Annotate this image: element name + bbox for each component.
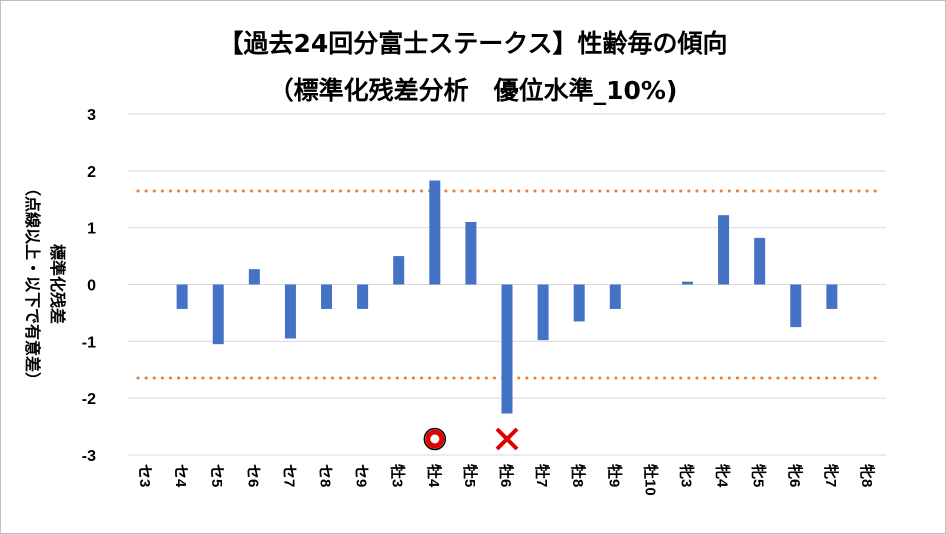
x-tick-label: 牝5 — [750, 464, 768, 487]
y-tick-label: 1 — [87, 221, 96, 238]
bar — [248, 269, 260, 285]
x-tick-label: 牝4 — [714, 464, 732, 488]
threshold-lines — [136, 189, 880, 380]
bar — [284, 284, 296, 339]
x-tick-label: 牡9 — [605, 464, 623, 487]
bar — [501, 284, 513, 414]
x-tick-label: 牝8 — [858, 464, 876, 487]
x-tick-label: セ8 — [317, 464, 334, 487]
y-axis-title: 標準化残差 — [48, 244, 67, 324]
x-tick-label: 牡6 — [497, 464, 515, 487]
x-tick-label: 牡10 — [641, 464, 659, 496]
x-tick-label: セ9 — [353, 464, 370, 487]
bar — [718, 215, 730, 285]
chart-title: 【過去24回分富士ステークス】性齢毎の傾向 — [218, 29, 727, 58]
x-tick-label: セ5 — [208, 464, 225, 487]
x-tick-label: 牝6 — [786, 464, 804, 487]
circle-marker-ring — [425, 429, 445, 449]
x-tick-label: 牝3 — [677, 464, 695, 487]
x-tick-label: 牡3 — [389, 464, 407, 487]
y-tick-label: -3 — [82, 448, 96, 465]
markers — [423, 427, 519, 451]
y-tick-label: 0 — [87, 278, 96, 295]
y-axis-note: （点線以上・以下で有意差） — [23, 180, 42, 388]
x-tick-label: 牝7 — [822, 464, 840, 487]
x-tick-label: セ7 — [280, 464, 297, 487]
cross-marker — [495, 427, 519, 451]
bar — [790, 284, 802, 328]
x-tick-label: セ4 — [172, 464, 189, 488]
bar — [573, 284, 585, 322]
bars — [140, 180, 874, 414]
y-tick-label: -2 — [82, 391, 96, 408]
bar — [465, 221, 477, 285]
y-axis-label: 標準化残差 （点線以上・以下で有意差） — [23, 180, 67, 388]
bar — [609, 284, 621, 309]
y-tick-label: 2 — [87, 164, 96, 181]
bar — [429, 180, 441, 285]
y-tick-label: -1 — [82, 334, 96, 351]
bar — [321, 284, 333, 309]
x-axis-categories: セ3 セ4 セ5 セ6 セ7 セ8 セ9 牡3 牡4 牡5 牡6 牡7 牡8 牡9 牡10 牝3 牝4 牝5 牝6 牝… — [136, 464, 876, 496]
x-tick-label: 牡5 — [461, 464, 479, 487]
x-tick-label: セ3 — [136, 464, 153, 487]
bar — [357, 284, 369, 309]
x-tick-label: 牡7 — [533, 464, 551, 487]
y-tick-label: 3 — [87, 107, 96, 124]
bar — [826, 284, 838, 309]
chart-subtitle: （標準化残差分析 優位水準_10%) — [269, 76, 678, 105]
x-tick-label: 牡8 — [569, 464, 587, 487]
bar — [212, 284, 224, 345]
bar — [537, 284, 549, 341]
bar — [681, 281, 693, 285]
y-axis-ticks: 3 2 1 0 -1 -2 -3 — [82, 107, 96, 465]
bar — [754, 237, 766, 285]
x-tick-label: セ6 — [244, 464, 261, 487]
bar — [393, 256, 405, 285]
x-tick-label: 牡4 — [425, 464, 443, 488]
bar — [176, 284, 188, 309]
